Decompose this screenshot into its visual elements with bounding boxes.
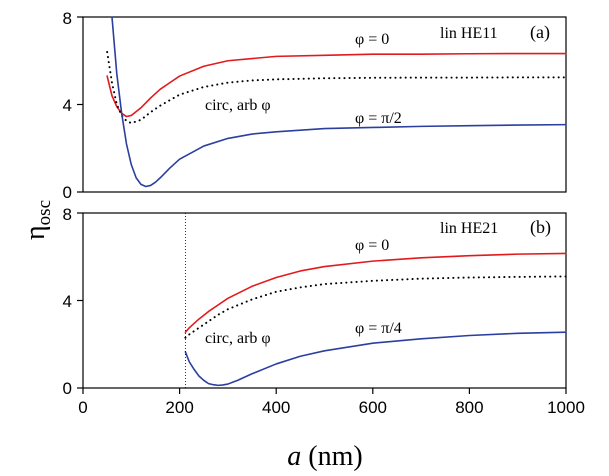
y-axis-title-main: η [20,225,51,240]
y-tick-label-b-4: 4 [63,292,72,311]
series-line-b-1 [184,275,567,339]
x-axis-title: a (nm) [287,441,362,472]
series-line-a-0 [106,52,567,118]
annotation-a-phi0: φ = 0 [355,31,389,48]
panel-b-tag: (b) [530,217,551,238]
annotation-b-phi0: φ = 0 [355,237,389,254]
svg-text:ηosc: ηosc [20,200,55,240]
x-tick-label-600: 600 [359,398,387,417]
y-tick-label-a-8: 8 [63,9,72,28]
y-tick-label-a-0: 0 [63,183,72,202]
x-tick-label-400: 400 [262,398,290,417]
y-axis-title: ηosc [20,200,55,240]
panel-a-mode-label: lin HE11 [440,25,498,42]
panel-b-ticks [77,212,567,394]
x-axis-title-var: a [287,441,301,472]
x-tick-label-200: 200 [165,398,193,417]
series-line-b-2 [184,331,567,387]
panel-b-curves [184,252,567,387]
x-tick-label-1000: 1000 [547,398,585,417]
x-tick-label-0: 0 [78,398,87,417]
annotation-b-phipi4: φ = π/4 [355,320,402,337]
x-axis-title-unit: (nm) [301,441,362,472]
series-line-a-1 [106,51,567,125]
panel-a-curves [106,16,567,188]
panel-b-frame [82,212,567,389]
annotation-a-phipi2: φ = π/2 [355,110,402,127]
panel-a-tag: (a) [530,22,550,43]
panel-b-mode-label: lin HE21 [440,220,498,237]
series-line-a-2 [111,16,567,188]
panel-a-ticks [77,16,83,193]
annotation-b-circ: circ, arb φ [205,330,271,347]
annotation-a-circ: circ, arb φ [205,97,271,114]
y-tick-label-b-0: 0 [63,379,72,398]
panel-a-frame [82,16,567,193]
y-tick-label-b-8: 8 [63,205,72,224]
y-tick-label-a-4: 4 [63,96,72,115]
series-line-b-0 [184,252,567,334]
y-axis-title-sub: osc [34,200,55,225]
x-tick-label-800: 800 [455,398,483,417]
